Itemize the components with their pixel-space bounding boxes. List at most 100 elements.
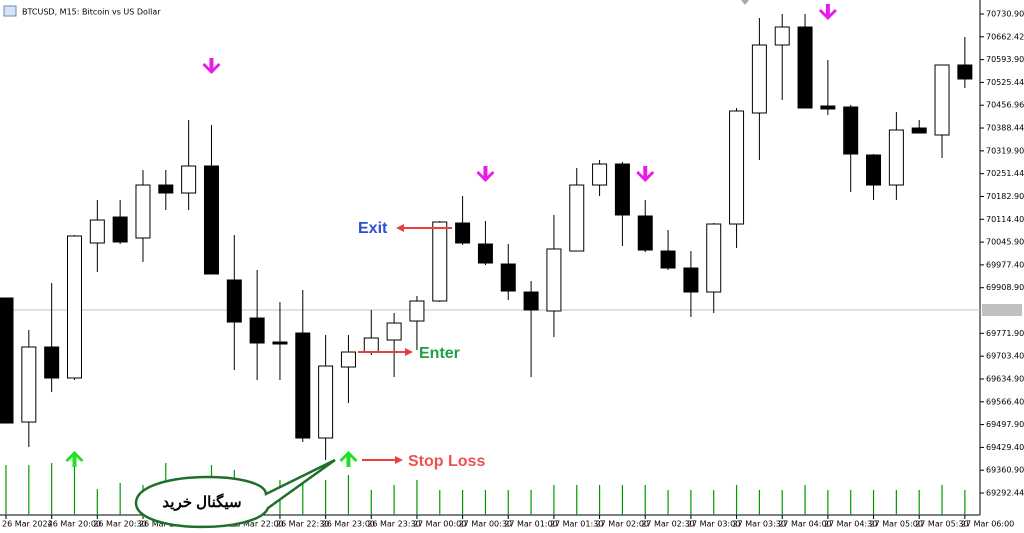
buy-signal xyxy=(65,451,84,467)
sell-signal xyxy=(202,58,221,74)
buy-signal xyxy=(339,451,358,467)
x-tick-label: 27 Mar 02:00 xyxy=(596,520,649,529)
candle-body xyxy=(660,250,676,269)
candle-body xyxy=(409,300,425,322)
x-tick-label: 26 Mar 23:30 xyxy=(367,520,420,529)
plot: 70730.90 70662.42 70593.90 70525.44 70456.96… xyxy=(0,4,1024,529)
candle-body xyxy=(706,223,722,293)
x-tick-label: 26 Mar 22:00 xyxy=(230,520,283,529)
candle-body xyxy=(295,332,311,439)
candle-body xyxy=(318,365,334,439)
y-tick-label: 69771.90 xyxy=(986,329,1024,338)
candle-body xyxy=(957,64,973,80)
x-tick-label: 27 Mar 05:30 xyxy=(915,520,968,529)
candle-body xyxy=(683,267,699,293)
candle-body xyxy=(44,346,60,379)
sell-signal xyxy=(476,166,495,182)
x-tick-label: 27 Mar 00:30 xyxy=(459,520,512,529)
y-tick-label: 70319.90 xyxy=(986,146,1024,155)
y-tick-label: 70662.42 xyxy=(986,32,1024,41)
enter-label: Enter xyxy=(419,345,460,362)
x-tick-label: 26 Mar 2024 xyxy=(2,520,53,529)
x-tick-label: 27 Mar 00:00 xyxy=(413,520,466,529)
candle-body xyxy=(455,222,471,244)
x-tick-label: 27 Mar 01:00 xyxy=(504,520,557,529)
candle-body xyxy=(21,346,37,423)
chart-title: BTCUSD, M15: Bitcoin vs US Dollar xyxy=(22,8,161,17)
candle-body xyxy=(432,221,448,302)
candle-body xyxy=(911,127,927,134)
candle-body xyxy=(203,165,219,275)
x-tick-label: 27 Mar 02:30 xyxy=(641,520,694,529)
candle-body xyxy=(614,163,630,216)
y-tick-label: 69977.40 xyxy=(986,260,1024,269)
exit-label: Exit xyxy=(358,220,388,237)
candle-body xyxy=(477,243,493,264)
enter-arrow-head xyxy=(405,348,413,356)
y-tick-label: 70045.90 xyxy=(986,238,1024,247)
y-tick-label: 69292.44 xyxy=(986,489,1024,498)
x-tick-label: 27 Mar 03:00 xyxy=(687,520,740,529)
candle-body xyxy=(523,291,539,311)
x-tick-label: 26 Mar 22:30 xyxy=(276,520,329,529)
y-tick-label: 69634.90 xyxy=(986,374,1024,383)
candle-body xyxy=(797,26,813,109)
y-tick-label: 70182.90 xyxy=(986,192,1024,201)
candle-body xyxy=(888,129,904,186)
candle-body xyxy=(135,184,151,239)
candle-body xyxy=(363,337,379,353)
y-tick-label: 70525.44 xyxy=(986,78,1024,87)
x-tick-label: 27 Mar 04:30 xyxy=(824,520,877,529)
x-tick-label: 26 Mar 20:30 xyxy=(93,520,146,529)
candle-body xyxy=(820,105,836,110)
chart-icon xyxy=(3,5,17,17)
x-tick-label: 27 Mar 01:30 xyxy=(550,520,603,529)
y-tick-label: 70730.90 xyxy=(986,9,1024,18)
candle-body xyxy=(729,110,745,225)
candle-body xyxy=(272,341,288,345)
candle-body xyxy=(866,154,882,186)
y-tick-label: 69703.40 xyxy=(986,352,1024,361)
x-tick-label: 27 Mar 04:00 xyxy=(778,520,831,529)
sell-signal xyxy=(636,166,655,182)
candle-body xyxy=(751,44,767,114)
candle-body xyxy=(592,163,608,186)
candle-body xyxy=(226,279,242,323)
y-tick-label: 69497.90 xyxy=(986,420,1024,429)
candle-body xyxy=(249,317,265,344)
candle-body xyxy=(843,106,859,155)
x-tick-label: 27 Mar 03:30 xyxy=(733,520,786,529)
candle-body xyxy=(774,26,790,46)
candle-body xyxy=(0,297,14,424)
y-tick-label: 69360.90 xyxy=(986,466,1024,475)
y-tick-label: 69566.40 xyxy=(986,397,1024,406)
candle-body xyxy=(934,64,950,136)
candle-body xyxy=(637,215,653,251)
candle-body xyxy=(66,235,82,379)
candle-body xyxy=(500,263,516,292)
sell-signal xyxy=(818,4,837,20)
x-tick-label: 27 Mar 06:00 xyxy=(961,520,1014,529)
candle-body xyxy=(112,216,128,243)
x-tick-label: 26 Mar 20:00 xyxy=(48,520,101,529)
stop-loss-label: Stop Loss xyxy=(408,453,485,470)
shift-marker xyxy=(741,0,749,5)
annotations: Exit Enter Stop Loss سیگنال خرید xyxy=(134,220,485,529)
y-tick-label: 70388.44 xyxy=(986,124,1024,133)
y-tick-label: 70456.96 xyxy=(986,101,1024,110)
candle-body xyxy=(340,351,356,368)
bubble-text: سیگنال خرید xyxy=(162,493,241,511)
current-price-box xyxy=(982,304,1022,316)
y-tick-label: 70251.44 xyxy=(986,169,1024,178)
y-tick-label: 70114.40 xyxy=(986,215,1024,224)
candle-body xyxy=(181,165,197,194)
exit-arrow-head xyxy=(396,224,404,232)
candle-body xyxy=(386,322,402,341)
stop-loss-arrow-head xyxy=(395,456,403,464)
candle-body xyxy=(89,219,105,244)
candle-body xyxy=(546,248,562,312)
y-tick-label: 69429.40 xyxy=(986,443,1024,452)
candle-body xyxy=(569,184,585,252)
y-tick-label: 70593.90 xyxy=(986,55,1024,64)
